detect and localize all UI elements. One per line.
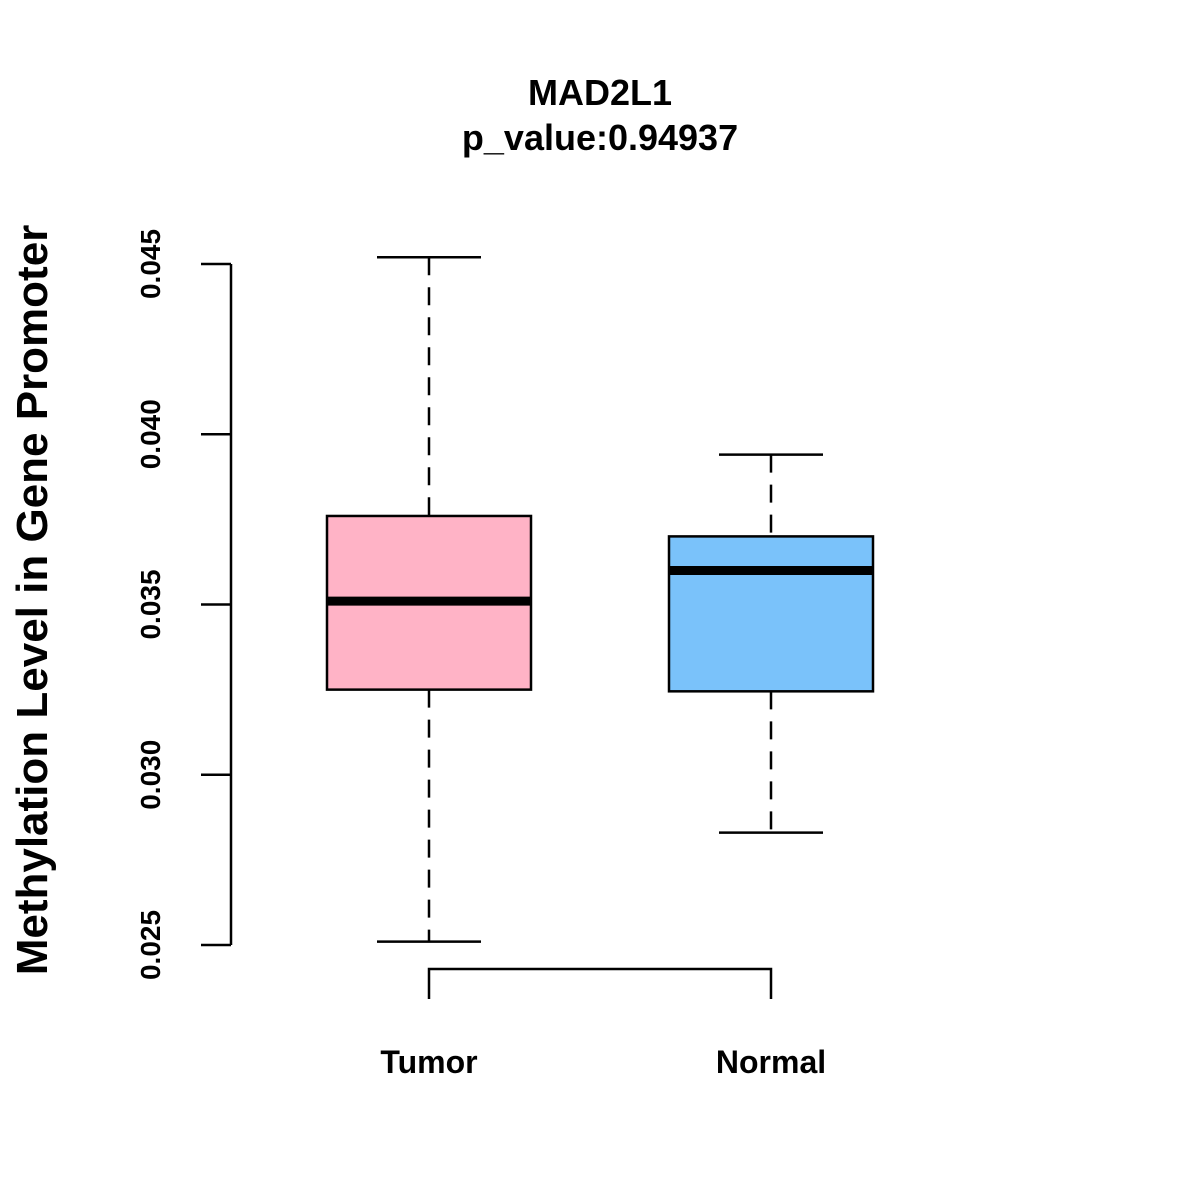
category-label: Tumor (380, 1044, 477, 1080)
y-axis: 0.025 0.030 0.035 0.040 0.045 (135, 229, 233, 980)
chart-title: MAD2L1 (528, 72, 672, 113)
box-normal (667, 453, 875, 834)
comparison-bracket (427, 967, 773, 999)
y-tick-label: 0.045 (135, 229, 166, 299)
boxes (325, 255, 875, 943)
y-tick-label: 0.025 (135, 910, 166, 980)
y-tick-label: 0.040 (135, 399, 166, 469)
chart-subtitle: p_value:0.94937 (462, 117, 738, 158)
bracket-line (427, 967, 773, 999)
box-tumor (325, 255, 533, 943)
category-label: Normal (716, 1044, 826, 1080)
y-tick-label: 0.030 (135, 740, 166, 810)
category-labels: Tumor Normal (380, 1044, 826, 1080)
y-axis-label: Methylation Level in Gene Promoter (8, 225, 57, 976)
iqr-box (667, 535, 875, 693)
y-tick-label: 0.035 (135, 569, 166, 639)
